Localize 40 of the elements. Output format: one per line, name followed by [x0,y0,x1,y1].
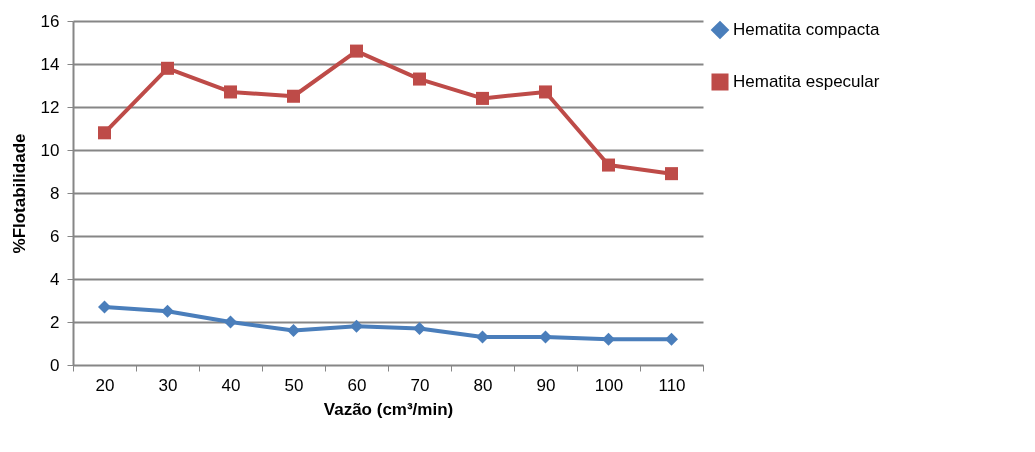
y-tick-label: 2 [50,312,60,332]
y-tick-label: 12 [40,97,60,117]
y-tick-label: 6 [50,226,60,246]
x-tick-label: 100 [594,375,624,395]
x-tick-label: 50 [284,375,304,395]
y-tick-label: 4 [50,269,60,289]
point [475,91,490,105]
x-tick-label: 40 [221,375,241,395]
x-tick-label: 30 [158,375,178,395]
legend-label: Hematita compacta [733,20,880,39]
legend-label: Hematita especular [733,72,880,91]
point [286,324,301,338]
point [223,85,238,99]
point [286,89,301,103]
point [601,158,616,172]
point [349,44,364,58]
point [412,321,427,335]
x-tick-label: 110 [658,375,686,395]
y-tick-label: 0 [50,355,60,375]
point [97,300,112,314]
point [412,72,427,86]
y-tick-label: 8 [50,183,60,203]
point [664,167,679,181]
x-tick-label: 80 [473,375,493,395]
point [664,332,679,346]
x-tick-label: 60 [347,375,367,395]
y-tick-label: 16 [40,11,60,31]
x-tick-label: 90 [536,375,556,395]
y-tick-label: 10 [40,140,60,160]
point [223,315,238,329]
point [538,85,553,99]
x-tick-label: 70 [410,375,430,395]
x-axis-title: Vazão (cm³/min) [323,399,454,419]
point [160,61,175,75]
y-tick-label: 14 [40,54,60,74]
point [97,126,112,140]
x-tick-label: 20 [95,375,115,395]
point [349,319,364,333]
point [160,304,175,318]
y-axis-title: %Flotabilidade [9,133,29,254]
